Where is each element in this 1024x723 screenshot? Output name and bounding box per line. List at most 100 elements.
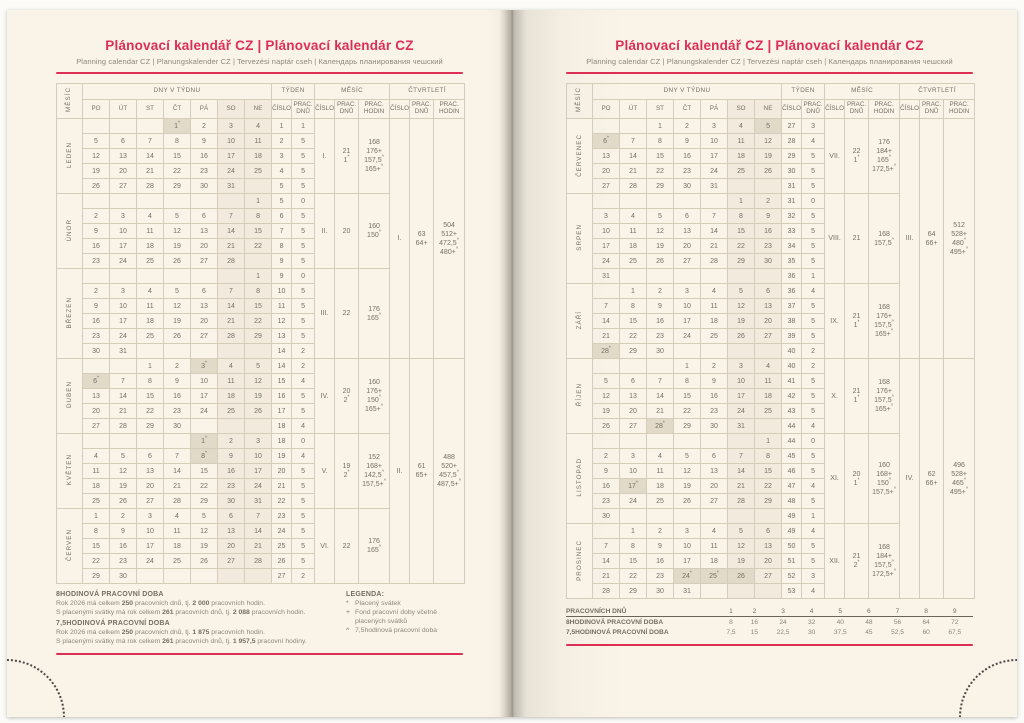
week-workdays-cell: 5 bbox=[291, 463, 316, 479]
day-cell: 8 bbox=[619, 538, 647, 554]
week-number-cell: 18 bbox=[271, 433, 293, 449]
working-days-reference-table: PRACOVNÍCH DNŮ 1 2 3 4 5 6 7 8 9 8HODINOVÁ PRACOVN… bbox=[566, 606, 973, 637]
day-cell: 10 bbox=[700, 133, 728, 149]
sub-column-header: PRAC. DNŮ bbox=[291, 99, 316, 119]
week-workdays-cell: 5 bbox=[291, 553, 316, 569]
week-workdays-cell: 4 bbox=[801, 283, 826, 299]
week-row: 28* 29 30 40 2 bbox=[567, 343, 975, 359]
day-cell: 31 bbox=[727, 418, 755, 434]
day-cell: 15 bbox=[243, 223, 273, 239]
week-workdays-cell: 5 bbox=[291, 208, 316, 224]
week-workdays-cell: 1 bbox=[801, 508, 826, 524]
day-cell: 17 bbox=[190, 388, 218, 404]
sub-column-header: PRAC. DNŮ bbox=[844, 99, 870, 119]
month-workdays-cell: 22 1* bbox=[844, 118, 870, 194]
week-workdays-cell: 5 bbox=[801, 298, 826, 314]
week-workdays-cell: 5 bbox=[801, 163, 826, 179]
day-cell: 26 bbox=[727, 568, 755, 584]
day-cell: 8 bbox=[619, 298, 647, 314]
day-cell: 28 bbox=[700, 253, 728, 269]
day-cell: 27 bbox=[190, 328, 218, 344]
week-row: 17 18 19 20 21 22 23 34 5 bbox=[567, 238, 975, 254]
month-number-cell: IV. bbox=[314, 358, 336, 434]
mini-value-cell: 52,5 bbox=[891, 628, 904, 636]
week-row: 30 31 14 2 bbox=[57, 343, 465, 359]
day-cell: 9 bbox=[753, 208, 783, 224]
day-cell: 22 bbox=[163, 163, 191, 179]
week-number-cell: 53 bbox=[781, 583, 803, 599]
page-title: Plánovací kalendář CZ | Plánovací kalend… bbox=[105, 38, 414, 53]
week-workdays-cell: 5 bbox=[291, 283, 316, 299]
week-workdays-cell: 5 bbox=[291, 403, 316, 419]
day-cell: 8 bbox=[727, 208, 755, 224]
week-workdays-cell: 5 bbox=[801, 538, 826, 554]
day-cell: 12 bbox=[727, 538, 755, 554]
day-cell bbox=[673, 193, 701, 209]
day-cell: 13 bbox=[190, 298, 218, 314]
week-workdays-cell: 5 bbox=[801, 328, 826, 344]
day-cell: 24* bbox=[673, 568, 701, 584]
day-cell bbox=[190, 268, 218, 284]
day-cell bbox=[700, 268, 728, 284]
month-workdays-cell: 20 2* bbox=[334, 358, 360, 434]
day-cell: 6 bbox=[753, 523, 783, 539]
day-cell bbox=[82, 358, 110, 374]
week-row: 14 15 16 17 18 19 20 51 5 bbox=[567, 553, 975, 569]
day-cell: 15 bbox=[727, 223, 755, 239]
week-workdays-cell: 4 bbox=[291, 418, 316, 434]
day-cell bbox=[217, 193, 245, 209]
day-cell: 30 bbox=[190, 178, 218, 194]
day-cell: 14 bbox=[109, 388, 137, 404]
week-workdays-cell: 3 bbox=[801, 568, 826, 584]
day-cell: 9 bbox=[82, 298, 110, 314]
week-workdays-cell: 0 bbox=[291, 268, 316, 284]
day-cell: 23 bbox=[646, 328, 674, 344]
day-cell: 7 bbox=[592, 538, 620, 554]
day-cell: 16 bbox=[82, 313, 110, 329]
month-number-cell: V. bbox=[314, 433, 336, 509]
day-cell: 26 bbox=[163, 328, 191, 344]
day-cell bbox=[82, 118, 110, 134]
week-workdays-cell: 5 bbox=[291, 478, 316, 494]
day-cell: 15 bbox=[163, 148, 191, 164]
day-cell bbox=[646, 358, 674, 374]
week-workdays-cell: 4 bbox=[801, 418, 826, 434]
week-number-cell: 9 bbox=[271, 268, 293, 284]
month-number-cell: VI. bbox=[314, 508, 336, 584]
day-cell: 23 bbox=[592, 493, 620, 509]
mini-table-row: PRACOVNÍCH DNŮ 1 2 3 4 5 6 7 8 9 bbox=[566, 606, 973, 617]
legend-item: + Fond pracovní doby včetně placených svá… bbox=[346, 609, 437, 625]
week-row: 23 24 25 26 27 28 29 48 5 bbox=[567, 493, 975, 509]
day-cell: 13 bbox=[82, 388, 110, 404]
month-column-header: MĚSÍC bbox=[566, 83, 593, 119]
day-cell: 20 bbox=[619, 403, 647, 419]
month-name-cell: ČERVEN bbox=[56, 508, 83, 584]
day-cell: 5 bbox=[592, 373, 620, 389]
day-cell: 16 bbox=[217, 463, 245, 479]
week-workdays-cell: 2 bbox=[291, 343, 316, 359]
day-cell: 4 bbox=[136, 208, 164, 224]
day-cell: 19 bbox=[82, 163, 110, 179]
day-cell: 2 bbox=[217, 433, 245, 449]
week-number-cell: 28 bbox=[781, 133, 803, 149]
day-cell: 13 bbox=[619, 388, 647, 404]
week-number-cell: 11 bbox=[271, 298, 293, 314]
day-cell: 23 bbox=[109, 553, 137, 569]
day-cell: 18 bbox=[217, 388, 245, 404]
week-row: 6* 7 8 9 10 11 12 15 4 bbox=[57, 373, 465, 389]
week-row: 28 29 30 31 53 4 bbox=[567, 583, 975, 599]
week-number-cell: 37 bbox=[781, 298, 803, 314]
day-cell: 17 bbox=[217, 148, 245, 164]
day-cell: 31 bbox=[109, 343, 137, 359]
day-cell: 23 bbox=[217, 478, 245, 494]
week-workdays-cell: 4 bbox=[801, 133, 826, 149]
day-cell: 2 bbox=[646, 523, 674, 539]
day-cell: 13 bbox=[217, 523, 245, 539]
week-workdays-cell: 2 bbox=[291, 358, 316, 374]
title-rule bbox=[56, 72, 463, 74]
title-rule bbox=[566, 72, 973, 74]
day-cell bbox=[727, 178, 755, 194]
month-workdays-cell: 20 1* bbox=[844, 433, 870, 524]
day-cell bbox=[727, 268, 755, 284]
day-cell bbox=[727, 583, 755, 599]
